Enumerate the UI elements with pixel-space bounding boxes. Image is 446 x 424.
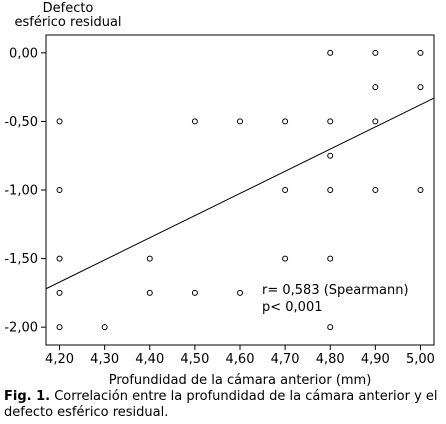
data-point bbox=[372, 84, 379, 91]
data-point bbox=[282, 118, 289, 125]
y-tick-label: -2,00 bbox=[4, 321, 38, 336]
data-point bbox=[56, 289, 63, 296]
data-point bbox=[101, 324, 108, 331]
x-tick-label: 4,40 bbox=[135, 352, 164, 367]
data-point bbox=[417, 49, 424, 56]
y-tick-label: -0,50 bbox=[4, 115, 38, 130]
x-tick-label: 5,00 bbox=[406, 352, 435, 367]
data-point bbox=[327, 118, 334, 125]
data-point bbox=[191, 289, 198, 296]
data-point bbox=[327, 187, 334, 193]
data-point bbox=[417, 84, 424, 91]
scatter-chart: 0,00 -0,50 -1,00 -1,50 -2,00 4,20 4,30 4,40 4,5… bbox=[4, 34, 435, 388]
y-tick-label: -1,50 bbox=[4, 252, 38, 267]
data-point bbox=[146, 289, 153, 296]
y-tick-label: 0,00 bbox=[9, 46, 38, 61]
data-point bbox=[56, 255, 63, 262]
x-tick-label: 4,50 bbox=[180, 352, 209, 367]
x-tick-label: 4,30 bbox=[90, 352, 119, 367]
x-tick-label: 4,90 bbox=[361, 352, 390, 367]
x-axis-label: Profundidad de la cámara anterior (mm) bbox=[109, 373, 372, 388]
annotation-r: r= 0,583 (Spearmann) bbox=[262, 283, 409, 298]
data-point bbox=[372, 49, 379, 56]
caption-text: Correlación entre la profundidad de la c… bbox=[4, 389, 438, 420]
data-point bbox=[56, 187, 63, 193]
data-point bbox=[282, 255, 289, 262]
trend-line bbox=[45, 97, 435, 290]
data-point bbox=[191, 118, 198, 125]
x-tick-label: 4,70 bbox=[271, 352, 300, 367]
data-point bbox=[237, 118, 243, 125]
annotation-p: p< 0,001 bbox=[262, 300, 323, 315]
y-axis-label-line2: esférico residual bbox=[14, 15, 122, 30]
y-axis-label-line1: Defecto bbox=[42, 1, 94, 16]
y-axis-label: Defecto esférico residual bbox=[4, 2, 132, 30]
data-point bbox=[282, 187, 289, 193]
data-point bbox=[372, 118, 379, 125]
data-point bbox=[237, 289, 243, 296]
caption-label: Fig. 1. bbox=[4, 389, 51, 404]
data-point bbox=[327, 255, 334, 262]
data-point bbox=[327, 152, 334, 159]
plot-frame bbox=[45, 34, 435, 346]
y-tick-label: -1,00 bbox=[4, 184, 38, 199]
x-tick-label: 4,20 bbox=[45, 352, 74, 367]
data-point bbox=[327, 324, 334, 331]
data-point bbox=[327, 49, 334, 56]
data-point bbox=[372, 187, 379, 193]
figure-caption: Fig. 1. Correlación entre la profundidad… bbox=[4, 389, 444, 421]
data-point bbox=[146, 255, 153, 262]
data-point bbox=[417, 187, 424, 193]
data-point bbox=[56, 118, 63, 125]
x-tick-label: 4,80 bbox=[316, 352, 345, 367]
x-tick-label: 4,60 bbox=[226, 352, 255, 367]
data-point bbox=[56, 324, 63, 331]
